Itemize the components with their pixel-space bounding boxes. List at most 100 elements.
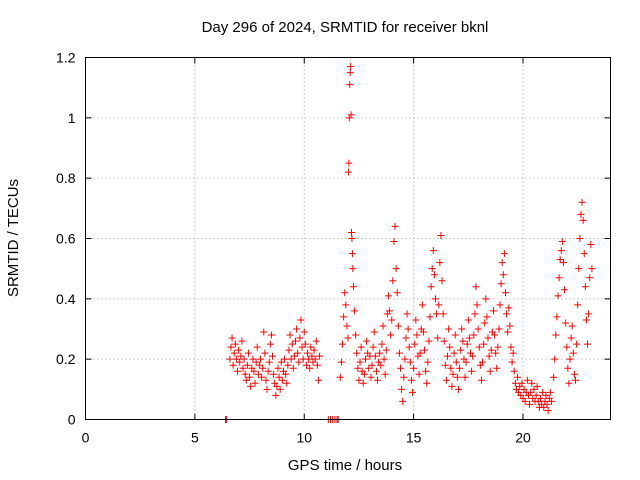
data-point [543,400,551,408]
data-point [426,313,434,321]
data-point [483,313,491,321]
data-point [345,114,353,122]
data-point [430,271,438,279]
data-point [250,367,258,375]
data-point [470,331,478,339]
data-point [263,385,271,393]
data-point [428,265,436,273]
data-point [438,277,446,285]
data-point [266,340,274,348]
y-axis-label: SRMTID / TECUs [5,179,22,297]
data-point [564,364,572,372]
data-point [497,280,505,288]
data-point [580,250,588,258]
data-point [453,373,461,381]
data-point [569,349,577,357]
data-point [447,364,455,372]
data-point [357,343,365,351]
data-point [474,325,482,333]
data-point [587,241,595,249]
data-point [572,376,579,384]
data-point [339,340,347,348]
data-point [393,289,401,297]
data-point [555,274,563,282]
data-point [565,379,573,387]
data-point [305,355,313,363]
data-point [433,310,441,318]
data-point [286,331,294,339]
data-point [500,250,508,258]
data-point [465,334,473,342]
x-tick-label: 15 [406,430,422,446]
data-point [461,373,469,381]
data-point [377,361,385,369]
data-point [347,63,355,71]
x-tick-label: 0 [82,430,90,446]
data-point [556,256,564,264]
data-point [378,340,386,348]
data-point [237,352,245,360]
data-point [342,301,350,309]
data-point [567,334,575,342]
data-point [252,358,260,366]
data-point [243,361,251,369]
data-point [293,325,301,333]
data-point [308,352,316,360]
data-point [528,379,536,387]
data-point [427,283,435,291]
data-point [444,352,452,360]
data-point [413,331,421,339]
data-point [530,385,538,393]
data-point [442,376,450,384]
data-point [273,382,281,390]
data-point [249,355,257,363]
data-point [508,358,516,366]
data-point [352,331,360,339]
data-point [359,379,367,387]
data-point [570,370,578,378]
data-point [353,349,361,357]
data-point [585,310,593,318]
data-point [458,325,466,333]
data-point [502,289,509,297]
data-point [226,355,234,363]
data-point [340,313,348,321]
data-point [240,355,248,363]
data-point [272,391,280,399]
data-point [316,352,324,360]
data-point [475,343,483,351]
data-point [505,304,513,312]
data-point [386,307,394,315]
data-point [314,376,322,384]
data-point [262,376,270,384]
data-point [457,346,465,354]
data-point [390,238,398,246]
data-point [228,334,236,342]
data-point [409,388,417,396]
data-point [374,376,382,384]
data-point [482,295,490,303]
data-point [405,343,413,351]
data-point [554,292,562,300]
data-point [362,355,369,363]
data-point [416,349,424,357]
data-point [504,328,512,336]
data-point [347,111,355,119]
data-point [511,379,519,387]
tick-labels: 0 0.2 0.4 0.6 0.8 1 1.2 0 5 10 15 20 [56,50,531,446]
data-point [496,301,504,309]
data-point [498,259,506,267]
data-point [397,364,404,372]
data-point [345,159,353,167]
data-point [533,382,541,390]
data-point [295,358,303,366]
data-point [257,355,264,363]
data-point [451,331,459,339]
data-point [244,349,252,357]
data-point [275,373,283,381]
data-point [527,388,535,396]
data-point [588,265,596,273]
data-point [297,316,305,324]
axis-ticks [85,57,611,420]
